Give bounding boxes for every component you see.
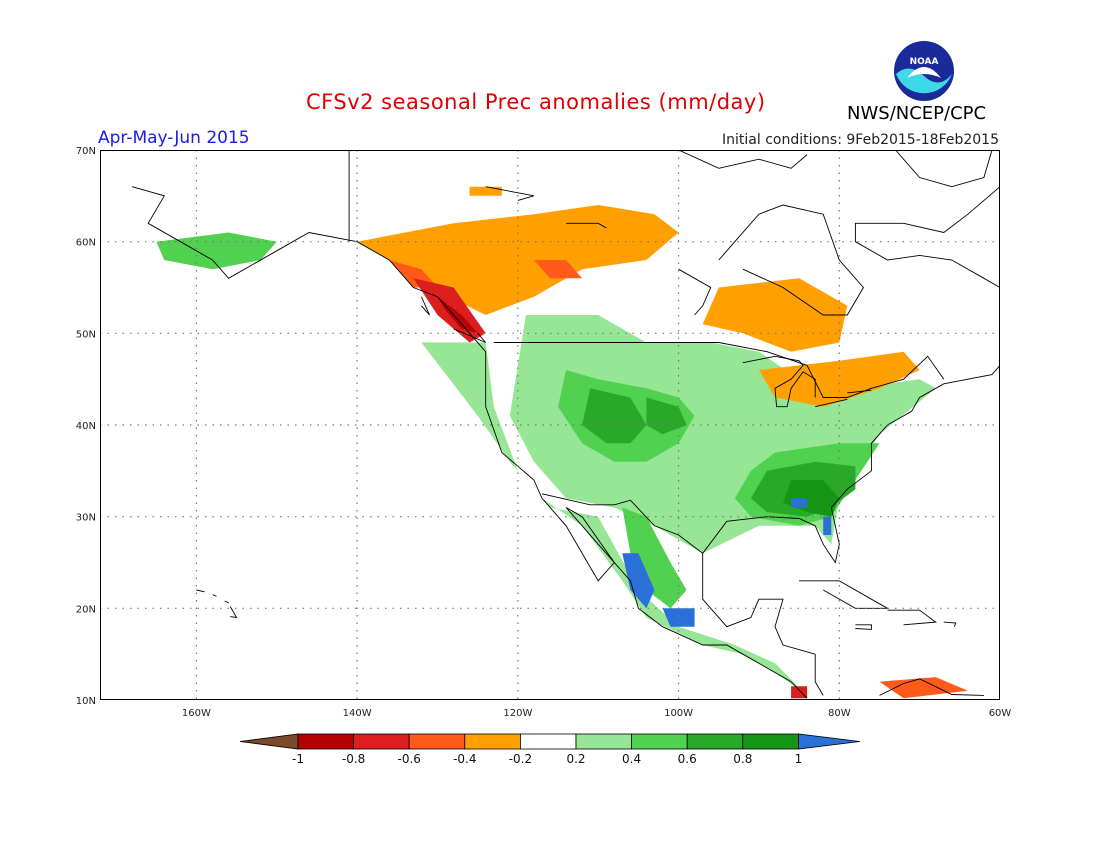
coastline-14 <box>742 355 816 408</box>
lon-tick-label: 140W <box>343 708 372 719</box>
legend-swatch <box>631 733 688 750</box>
coastline-16 <box>815 398 848 408</box>
coastline-24 <box>895 150 993 188</box>
anomaly-region-11 <box>662 608 695 627</box>
coastline-25 <box>678 150 808 169</box>
legend-label: -0.6 <box>397 752 420 766</box>
anomaly-region-13 <box>823 516 832 535</box>
lat-tick-label: 40N <box>76 421 96 432</box>
anomaly-region-3 <box>622 507 687 609</box>
legend-label: -0.4 <box>453 752 476 766</box>
anomaly-region-17 <box>469 186 502 196</box>
anomaly-region-23 <box>791 686 808 699</box>
legend-label: -0.2 <box>509 752 532 766</box>
map-title: CFSv2 seasonal Prec anomalies (mm/day) <box>306 90 766 114</box>
coastline-8 <box>212 594 217 597</box>
lat-tick-label: 20N <box>76 604 96 615</box>
graticule <box>100 150 1000 700</box>
coastline-4 <box>887 609 937 626</box>
legend-swatch <box>575 733 632 750</box>
anomaly-region-12 <box>791 498 808 508</box>
legend-swatch <box>464 733 521 750</box>
legend-swatch <box>519 733 577 750</box>
coastline-2 <box>718 204 864 316</box>
anomaly-region-19 <box>389 260 438 288</box>
season-label: Apr-May-Jun 2015 <box>98 128 250 148</box>
coastline-6 <box>943 621 957 627</box>
anomaly-region-0 <box>421 342 808 696</box>
coastline-19 <box>566 222 607 229</box>
coastline-5 <box>855 624 872 630</box>
legend-label: -1 <box>292 752 304 766</box>
logo-text: NOAA <box>910 57 939 67</box>
legend-label: 0.4 <box>622 752 641 766</box>
coastline-9 <box>224 600 229 604</box>
legend-swatch <box>408 733 466 750</box>
anomaly-map <box>100 150 1000 700</box>
agency-label: NWS/NCEP/CPC <box>847 103 987 124</box>
anomaly-region-22 <box>437 296 478 334</box>
anomaly-region-6 <box>582 388 647 444</box>
legend-label: 1 <box>795 752 803 766</box>
lat-tick-label: 70N <box>76 146 96 157</box>
coastline-12 <box>493 342 945 398</box>
coastline-17 <box>453 328 487 343</box>
legend-swatch <box>686 733 744 750</box>
coastline-13 <box>541 493 703 554</box>
coastline-20 <box>485 186 535 201</box>
noaa-logo: NOAA <box>894 41 954 101</box>
anomaly-region-15 <box>702 278 848 352</box>
legend-label: -0.8 <box>342 752 365 766</box>
coastline-22 <box>879 678 984 696</box>
legend-label: 0.2 <box>566 752 585 766</box>
legend-swatch <box>353 733 410 750</box>
coastline-3 <box>799 580 890 609</box>
legend-arrow-low <box>239 733 299 750</box>
lon-tick-label: 100W <box>664 708 693 719</box>
coastline-18 <box>420 296 430 316</box>
lat-tick-label: 10N <box>76 696 96 707</box>
anomaly-region-9 <box>783 480 840 517</box>
legend-swatch <box>742 733 799 750</box>
lon-tick-label: 60W <box>989 708 1012 719</box>
anomaly-region-18 <box>533 260 583 279</box>
legend-label: 0.8 <box>733 752 752 766</box>
lon-tick-label: 120W <box>503 708 532 719</box>
coastline-1 <box>702 365 1000 696</box>
coastline-15 <box>847 389 872 394</box>
anomaly-region-5 <box>156 232 277 270</box>
legend-swatch <box>297 733 354 750</box>
anomaly-region-20 <box>879 677 968 699</box>
lon-tick-label: 80W <box>828 708 851 719</box>
coastline-23 <box>854 186 1000 288</box>
lat-tick-label: 60N <box>76 238 96 249</box>
coastline-10 <box>229 606 238 619</box>
legend-arrow-high <box>798 733 861 750</box>
lat-tick-label: 50N <box>76 329 96 340</box>
coastline-7 <box>196 589 205 593</box>
lat-tick-label: 30N <box>76 513 96 524</box>
anomaly-region-10 <box>622 553 655 609</box>
coastlines <box>131 150 1000 699</box>
coastline-21 <box>678 268 712 316</box>
lon-tick-label: 160W <box>182 708 211 719</box>
anomaly-shading <box>156 186 968 699</box>
legend-label: 0.6 <box>678 752 697 766</box>
tick-labels: 70N 60N 50N 40N 30N 20N 10N 160W 140W 120W 100W 80… <box>76 146 1012 719</box>
initial-conditions-label: Initial conditions: 9Feb2015-18Feb2015 <box>722 132 999 148</box>
anomaly-region-16 <box>758 351 920 407</box>
color-legend: -1 -0.8 -0.6 -0.4 -0.2 0.2 0.4 0.6 0.8 1 <box>239 733 861 766</box>
coastline-0 <box>131 186 808 699</box>
